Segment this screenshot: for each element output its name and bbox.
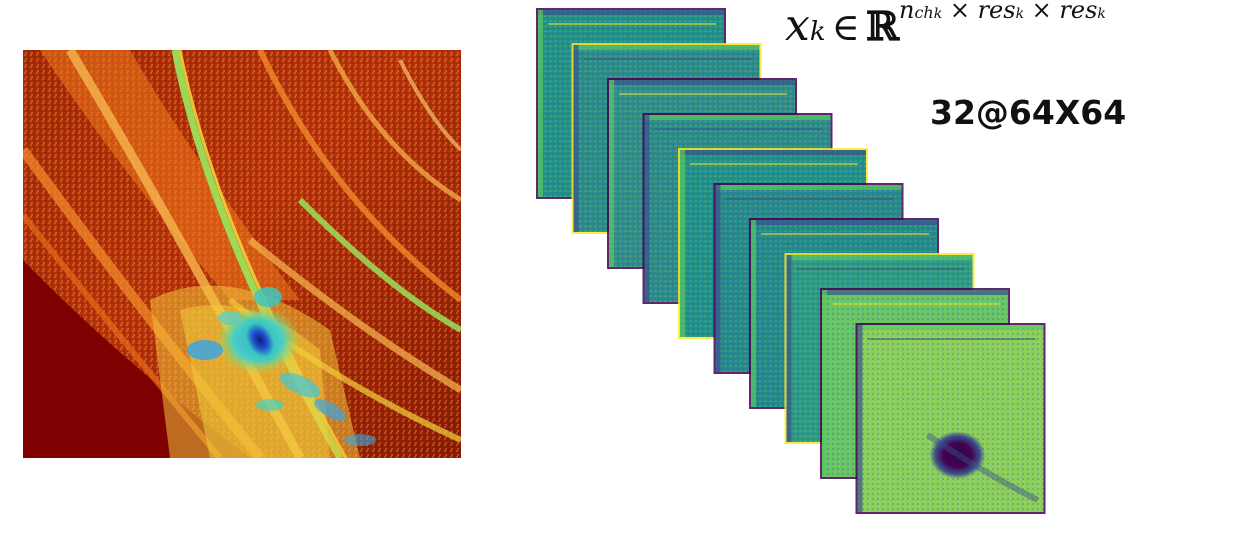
formula-variable: x [785,0,810,51]
formula-element-of-symbol: ∈ [831,5,860,49]
formula-superscript: nchk × resk × resk [898,0,1106,24]
formula-real-space-symbol: ℝ [865,3,899,50]
feature-map-stack [536,8,1046,514]
feature-map-shape-label: 32@64X64 [930,93,1127,132]
feature-map-10 [855,323,1046,514]
feature-map-formula: xk ∈ ℝnchk × resk × resk [785,0,1106,50]
formula-subscript: k [809,17,826,47]
input-heatmap-image [23,50,461,458]
